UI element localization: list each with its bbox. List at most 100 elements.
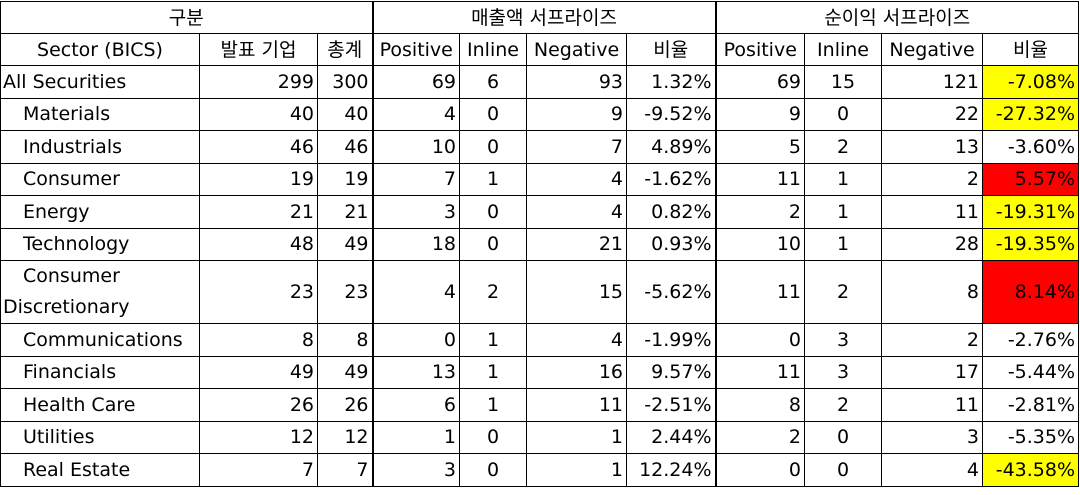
rev-ratio-cell: -1.99%: [625, 323, 717, 357]
col-header-ni-positive: Positive: [714, 33, 806, 66]
ni-ratio-cell: -27.32%: [982, 97, 1080, 131]
ni-inline-cell: 0: [804, 420, 883, 454]
rev-negative-cell: 7: [526, 130, 627, 164]
reported-cell: 49: [199, 355, 318, 389]
table-row: All Securities 299 300 69 6 93 1.32% 69 …: [0, 65, 1080, 99]
ni-positive-cell: 11: [714, 260, 806, 324]
ni-positive-cell: 2: [714, 420, 806, 454]
reported-cell: 8: [199, 323, 318, 357]
ni-positive-cell: 5: [714, 130, 806, 164]
reported-cell: 48: [199, 227, 318, 261]
rev-negative-cell: 1: [526, 420, 627, 454]
sector-cell: Materials: [0, 97, 200, 131]
reported-cell: 21: [199, 195, 318, 229]
ni-positive-cell: 10: [714, 227, 806, 261]
rev-negative-cell: 9: [526, 97, 627, 131]
reported-cell: 7: [199, 453, 318, 487]
total-cell: 23: [317, 260, 373, 324]
header-row-columns: Sector (BICS) 발표 기업 총계 Positive Inline N…: [0, 33, 1080, 66]
rev-negative-cell: 15: [526, 260, 627, 324]
rev-negative-cell: 4: [526, 195, 627, 229]
sector-cell: Technology: [0, 227, 200, 261]
reported-cell: 40: [199, 97, 318, 131]
table-row: Real Estate 7 7 3 0 1 12.24% 0 0 4 -43.5…: [0, 453, 1080, 487]
sector-cell: All Securities: [0, 65, 200, 99]
table-row: Health Care 26 26 6 1 11 -2.51% 8 2 11 -…: [0, 388, 1080, 422]
ni-negative-cell: 2: [881, 323, 984, 357]
total-cell: 49: [317, 227, 373, 261]
rev-inline-cell: 0: [459, 195, 527, 229]
ni-inline-cell: 3: [804, 355, 883, 389]
rev-ratio-cell: 9.57%: [625, 355, 717, 389]
sector-cell: Consumer Discretionary: [0, 260, 200, 324]
ni-inline-cell: 2: [804, 260, 883, 324]
total-cell: 26: [317, 388, 373, 422]
table-row: Industrials 46 46 10 0 7 4.89% 5 2 13 -3…: [0, 130, 1080, 164]
table-row: Financials 49 49 13 1 16 9.57% 11 3 17 -…: [0, 355, 1080, 389]
rev-ratio-cell: -1.62%: [625, 162, 717, 196]
rev-inline-cell: 0: [459, 453, 527, 487]
rev-negative-cell: 21: [526, 227, 627, 261]
col-header-rev-inline: Inline: [459, 33, 527, 66]
total-cell: 40: [317, 97, 373, 131]
reported-cell: 19: [199, 162, 318, 196]
ni-inline-cell: 1: [804, 227, 883, 261]
col-header-sector: Sector (BICS): [0, 33, 200, 66]
ni-negative-cell: 11: [881, 195, 984, 229]
table-row: Consumer Discretionary 23 23 4 2 15 -5.6…: [0, 260, 1080, 324]
sector-cell: Real Estate: [0, 453, 200, 487]
ni-ratio-cell: -19.31%: [982, 195, 1080, 229]
reported-cell: 12: [199, 420, 318, 454]
ni-negative-cell: 8: [881, 260, 984, 324]
ni-ratio-cell: -2.81%: [982, 388, 1080, 422]
table-row: Communications 8 8 0 1 4 -1.99% 0 3 2 -2…: [0, 323, 1080, 357]
ni-inline-cell: 2: [804, 130, 883, 164]
rev-positive-cell: 13: [371, 355, 460, 389]
ni-negative-cell: 28: [881, 227, 984, 261]
ni-ratio-cell: -2.76%: [982, 323, 1080, 357]
reported-cell: 23: [199, 260, 318, 324]
ni-positive-cell: 11: [714, 162, 806, 196]
total-cell: 19: [317, 162, 373, 196]
ni-negative-cell: 22: [881, 97, 984, 131]
rev-inline-cell: 1: [459, 323, 527, 357]
col-header-reported: 발표 기업: [199, 33, 318, 66]
ni-negative-cell: 13: [881, 130, 984, 164]
ni-ratio-cell: -7.08%: [982, 65, 1080, 99]
ni-positive-cell: 69: [714, 65, 806, 99]
ni-ratio-cell: -19.35%: [982, 227, 1080, 261]
sector-label-line1: Consumer: [23, 265, 120, 287]
sector-cell: Financials: [0, 355, 200, 389]
rev-ratio-cell: -2.51%: [625, 388, 717, 422]
rev-inline-cell: 1: [459, 355, 527, 389]
total-cell: 46: [317, 130, 373, 164]
total-cell: 21: [317, 195, 373, 229]
rev-inline-cell: 1: [459, 162, 527, 196]
netincome-surprise-header: 순이익 서프라이즈: [714, 1, 1080, 34]
rev-inline-cell: 1: [459, 388, 527, 422]
col-header-ni-inline: Inline: [804, 33, 883, 66]
ni-inline-cell: 2: [804, 388, 883, 422]
sector-label-line2: Discretionary: [3, 296, 130, 318]
ni-inline-cell: 1: [804, 195, 883, 229]
rev-ratio-cell: 1.32%: [625, 65, 717, 99]
ni-negative-cell: 17: [881, 355, 984, 389]
rev-positive-cell: 6: [371, 388, 460, 422]
ni-ratio-cell: -3.60%: [982, 130, 1080, 164]
rev-positive-cell: 4: [371, 260, 460, 324]
col-header-rev-positive: Positive: [371, 33, 460, 66]
rev-inline-cell: 0: [459, 227, 527, 261]
reported-cell: 299: [199, 65, 318, 99]
total-cell: 8: [317, 323, 373, 357]
rev-positive-cell: 3: [371, 195, 460, 229]
ni-negative-cell: 121: [881, 65, 984, 99]
ni-negative-cell: 2: [881, 162, 984, 196]
ni-ratio-cell: 5.57%: [982, 162, 1080, 196]
col-header-rev-ratio: 비율: [625, 33, 717, 66]
ni-positive-cell: 9: [714, 97, 806, 131]
header-row-groups: 구분 매출액 서프라이즈 순이익 서프라이즈: [0, 1, 1080, 34]
sector-cell: Industrials: [0, 130, 200, 164]
rev-inline-cell: 6: [459, 65, 527, 99]
rev-negative-cell: 93: [526, 65, 627, 99]
ni-negative-cell: 3: [881, 420, 984, 454]
